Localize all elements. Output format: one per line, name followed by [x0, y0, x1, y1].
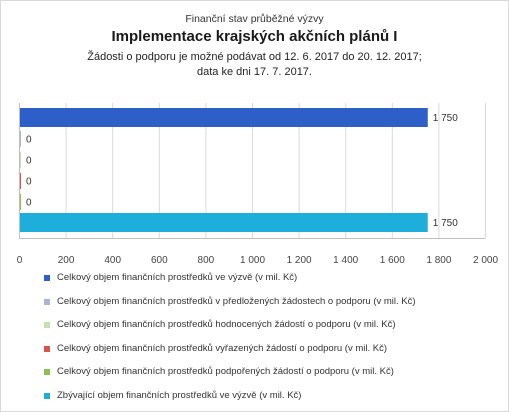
- legend-swatch: [44, 298, 50, 305]
- data-label-6: 1 750: [433, 218, 458, 229]
- x-tick-label: 800: [198, 255, 215, 266]
- data-label-2: 0: [26, 135, 32, 146]
- legend-label: Celkový objem finančních prostředků v př…: [57, 295, 416, 307]
- x-tick-label: 600: [151, 255, 168, 266]
- legend-swatch: [44, 393, 50, 399]
- bar-2: [20, 131, 21, 147]
- bar-5: [20, 194, 21, 210]
- legend-label: Celkový objem finančních prostředků vyřa…: [57, 342, 388, 354]
- x-tick-label: 1 800: [426, 255, 451, 266]
- legend-label: Celkový objem finančních prostředků podp…: [57, 366, 394, 378]
- chart-supertitle: Finanční stav průběžné výzvy: [185, 13, 324, 25]
- legend-label: Celkový objem finančních prostředků ve v…: [57, 272, 298, 283]
- legend-swatch: [44, 369, 50, 376]
- legend-swatch: [44, 345, 50, 352]
- chart-subtitle-line-1: Žádosti o podporu je možné podávat od 12…: [87, 51, 422, 63]
- bar-1: [20, 108, 428, 127]
- x-tick-label: 1 000: [240, 255, 265, 266]
- legend-swatch: [44, 275, 50, 281]
- data-label-5: 0: [26, 198, 32, 209]
- legend-swatch: [44, 322, 50, 329]
- x-tick-label: 1 400: [333, 255, 358, 266]
- data-label-1: 1 750: [433, 113, 458, 124]
- x-tick-label: 1 200: [287, 255, 312, 266]
- x-tick-label: 0: [17, 255, 23, 266]
- chart-title: Implementace krajských akčních plánů I: [111, 28, 398, 45]
- bar-6: [20, 213, 428, 232]
- bar-4: [20, 173, 21, 189]
- x-tick-label: 200: [58, 255, 75, 266]
- x-tick-label: 400: [104, 255, 121, 266]
- data-label-4: 0: [26, 177, 32, 188]
- bar-3: [20, 152, 21, 168]
- legend-label: Celkový objem finančních prostředků hodn…: [57, 319, 396, 331]
- legend-label: Zbývající objem finančních prostředků ve…: [57, 390, 302, 401]
- chart-subtitle-line-2: data ke dni 17. 7. 2017.: [197, 66, 312, 78]
- x-tick-label: 2 000: [473, 255, 498, 266]
- x-tick-label: 1 600: [380, 255, 405, 266]
- data-label-3: 0: [26, 156, 32, 167]
